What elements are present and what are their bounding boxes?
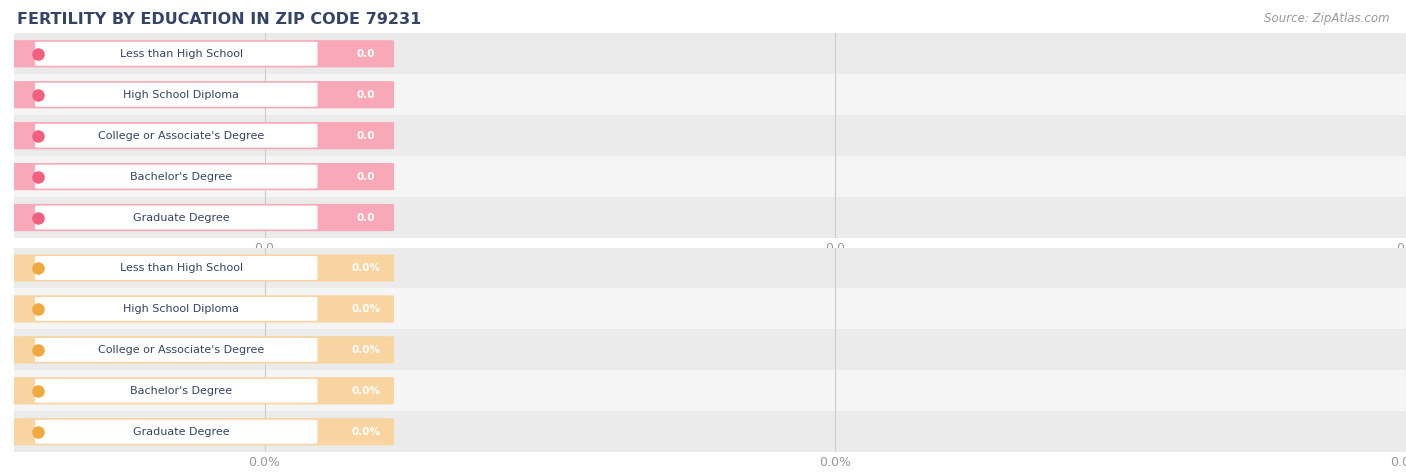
Text: 0.0%: 0.0% xyxy=(352,426,381,437)
FancyBboxPatch shape xyxy=(10,295,394,323)
FancyBboxPatch shape xyxy=(10,377,394,405)
Text: 0.0: 0.0 xyxy=(357,130,375,141)
FancyBboxPatch shape xyxy=(35,124,318,148)
FancyBboxPatch shape xyxy=(10,254,394,282)
Text: 0.0: 0.0 xyxy=(357,212,375,223)
FancyBboxPatch shape xyxy=(35,379,318,403)
Text: Less than High School: Less than High School xyxy=(120,49,243,59)
FancyBboxPatch shape xyxy=(14,248,1406,288)
Text: 0.0: 0.0 xyxy=(357,89,375,100)
FancyBboxPatch shape xyxy=(10,418,394,446)
Text: 0.0: 0.0 xyxy=(357,171,375,182)
Text: College or Associate's Degree: College or Associate's Degree xyxy=(98,345,264,355)
FancyBboxPatch shape xyxy=(35,42,318,66)
FancyBboxPatch shape xyxy=(10,40,394,68)
FancyBboxPatch shape xyxy=(10,122,394,149)
Text: Less than High School: Less than High School xyxy=(120,263,243,273)
Text: Graduate Degree: Graduate Degree xyxy=(132,212,229,223)
FancyBboxPatch shape xyxy=(10,336,394,364)
Text: Source: ZipAtlas.com: Source: ZipAtlas.com xyxy=(1264,12,1389,25)
FancyBboxPatch shape xyxy=(14,115,1406,156)
FancyBboxPatch shape xyxy=(35,338,318,362)
FancyBboxPatch shape xyxy=(14,329,1406,370)
Text: High School Diploma: High School Diploma xyxy=(124,304,239,314)
FancyBboxPatch shape xyxy=(35,206,318,229)
FancyBboxPatch shape xyxy=(14,33,1406,74)
FancyBboxPatch shape xyxy=(14,74,1406,115)
Text: High School Diploma: High School Diploma xyxy=(124,89,239,100)
Text: Graduate Degree: Graduate Degree xyxy=(132,426,229,437)
FancyBboxPatch shape xyxy=(10,163,394,190)
Text: 0.0%: 0.0% xyxy=(352,263,381,273)
FancyBboxPatch shape xyxy=(35,165,318,188)
Text: FERTILITY BY EDUCATION IN ZIP CODE 79231: FERTILITY BY EDUCATION IN ZIP CODE 79231 xyxy=(17,12,422,27)
FancyBboxPatch shape xyxy=(14,370,1406,411)
FancyBboxPatch shape xyxy=(35,256,318,280)
FancyBboxPatch shape xyxy=(14,411,1406,452)
Text: 0.0: 0.0 xyxy=(357,49,375,59)
FancyBboxPatch shape xyxy=(10,204,394,231)
FancyBboxPatch shape xyxy=(14,156,1406,197)
FancyBboxPatch shape xyxy=(10,81,394,109)
Text: College or Associate's Degree: College or Associate's Degree xyxy=(98,130,264,141)
FancyBboxPatch shape xyxy=(14,288,1406,329)
Text: 0.0%: 0.0% xyxy=(352,304,381,314)
FancyBboxPatch shape xyxy=(35,83,318,107)
Text: 0.0%: 0.0% xyxy=(352,345,381,355)
Text: Bachelor's Degree: Bachelor's Degree xyxy=(129,386,232,396)
FancyBboxPatch shape xyxy=(35,420,318,444)
FancyBboxPatch shape xyxy=(14,197,1406,238)
Text: Bachelor's Degree: Bachelor's Degree xyxy=(129,171,232,182)
Text: 0.0%: 0.0% xyxy=(352,386,381,396)
FancyBboxPatch shape xyxy=(35,297,318,321)
